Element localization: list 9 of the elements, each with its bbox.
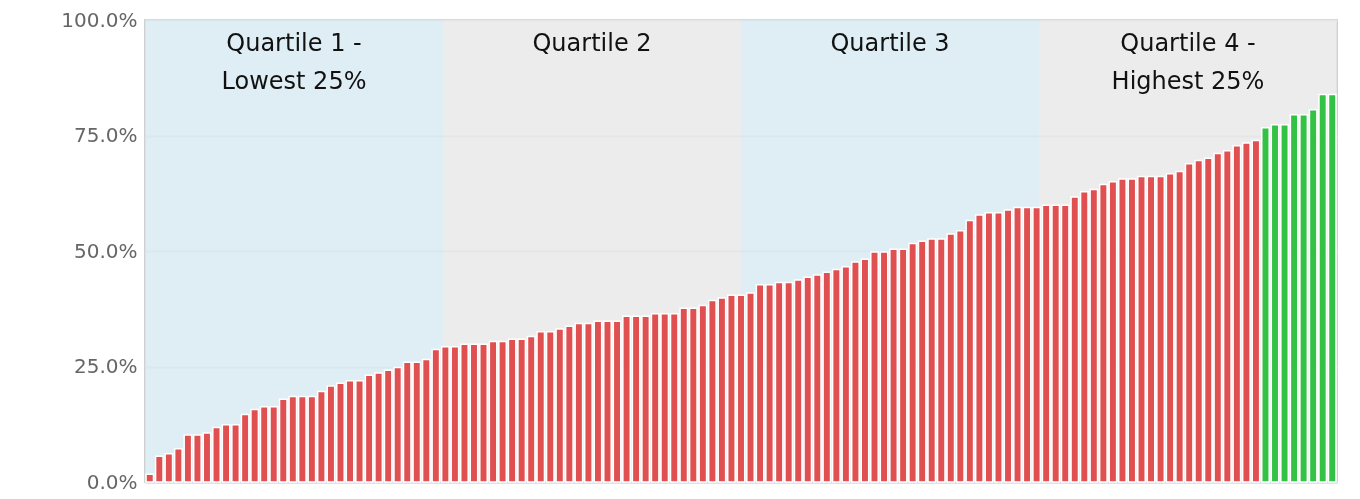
y-tick-label: 25.0% [73,354,138,378]
y-tick-label: 0.0% [86,469,138,494]
y-tick-label: 100.0% [61,7,138,32]
annotation: Quartile 2 [532,29,652,57]
y-tick-label: 50.0% [73,238,138,263]
y-tick-label: 75.0% [73,123,138,147]
annotation: Quartile 3 [830,29,950,57]
annotation: Quartile 4 - Highest 25% [1111,29,1265,95]
annotation: Quartile 1 - Lowest 25% [221,29,367,95]
